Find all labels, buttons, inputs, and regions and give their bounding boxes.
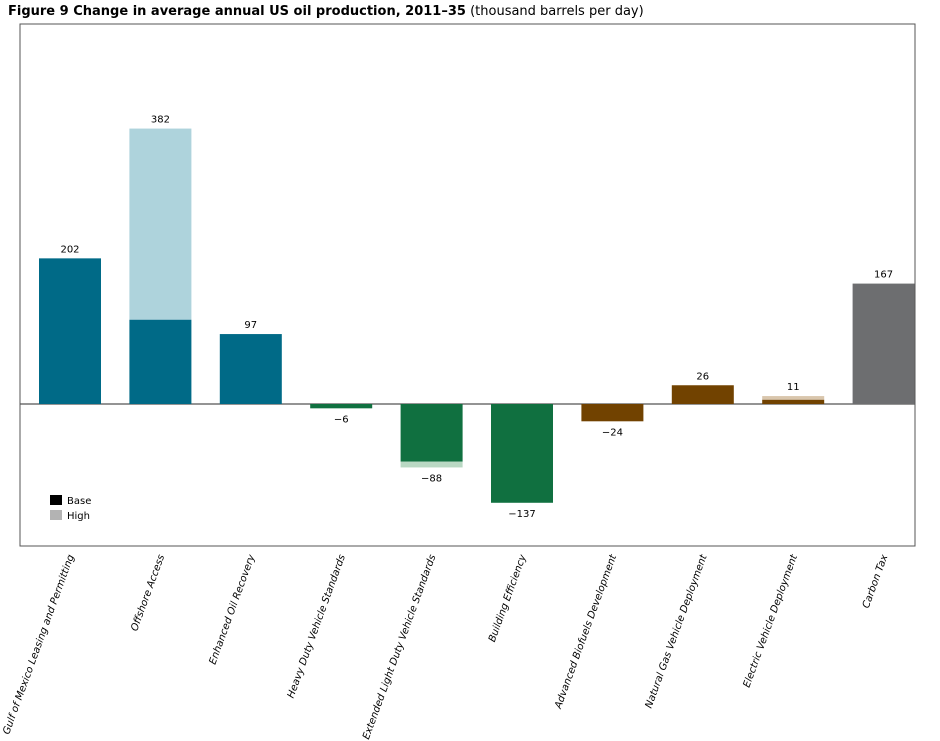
data-label: −137: [508, 509, 535, 520]
category-label: Gulf of Mexico Leasing and Permitting: [1, 553, 76, 736]
category-label: Advanced Biofuels Development: [553, 552, 620, 711]
bar-base: [852, 283, 915, 404]
legend-label-high: High: [67, 511, 90, 522]
chart-title: Figure 9 Change in average annual US oil…: [8, 4, 644, 19]
title-bold: Figure 9 Change in average annual US oil…: [8, 4, 466, 19]
bar-base: [219, 334, 282, 404]
bar-high: [129, 128, 192, 320]
legend-swatch-base: [50, 495, 62, 505]
data-label: 26: [696, 371, 709, 382]
plot-frame: [19, 23, 916, 547]
category-label: Heavy Duty Vehicle Standards: [286, 553, 348, 699]
category-label: Electric Vehicle Deployment: [742, 552, 801, 689]
category-label: Natural Gas Vehicle Deployment: [644, 552, 710, 710]
category-label: Enhanced Oil Recovery: [208, 552, 258, 666]
bar-base: [129, 319, 192, 404]
category-label: Building Efficiency: [487, 552, 529, 643]
title-units: (thousand barrels per day): [470, 4, 644, 19]
bar-base: [762, 399, 825, 404]
bar-base: [581, 404, 644, 422]
bar-base: [310, 404, 373, 409]
category-label: Carbon Tax: [861, 553, 891, 610]
data-label: 11: [787, 382, 800, 393]
bar-base: [671, 385, 734, 404]
data-label: −6: [334, 414, 349, 425]
legend-label-base: Base: [67, 496, 91, 507]
data-label: 382: [151, 115, 170, 126]
category-label: Extended Light Duty Vehicle Standards: [361, 553, 438, 741]
bar-high: [762, 396, 825, 400]
bar-base: [491, 404, 553, 503]
data-label: −24: [602, 427, 623, 438]
data-label: 202: [60, 244, 79, 255]
bar-base: [400, 404, 463, 462]
data-label: −88: [421, 473, 442, 484]
bar-high: [400, 461, 463, 468]
data-label: 167: [874, 270, 893, 281]
category-label: Offshore Access: [129, 553, 167, 633]
data-label: 97: [244, 320, 257, 331]
bar-base: [39, 258, 101, 404]
legend-swatch-high: [50, 510, 62, 520]
